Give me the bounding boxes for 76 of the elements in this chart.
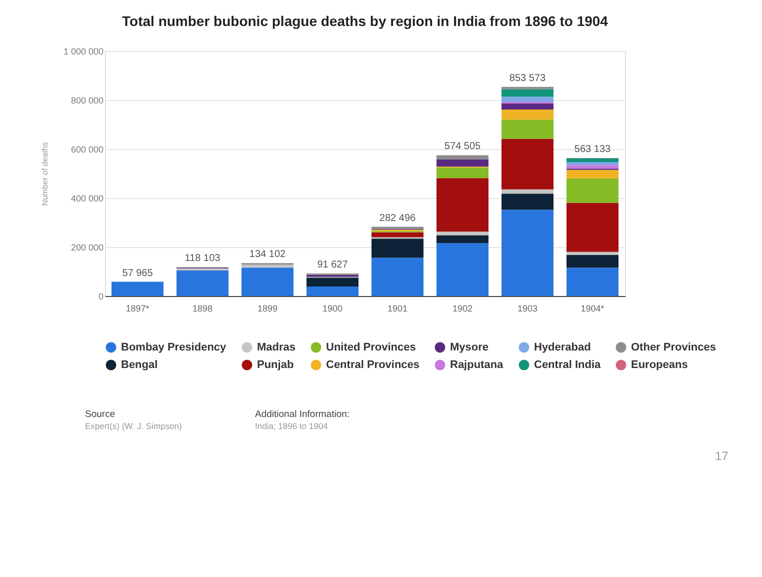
text: 17 — [715, 449, 729, 463]
x-tick-label: 1897* — [126, 304, 150, 314]
text: India; 1896 to 1904 — [255, 421, 328, 431]
bar — [502, 194, 554, 210]
x-tick-label: 1898 — [192, 304, 213, 314]
x-tick-label: 1903 — [517, 304, 538, 314]
bar — [372, 258, 424, 296]
legend-label: Mysore — [450, 341, 489, 354]
legend-label: Central Provinces — [326, 359, 420, 371]
x-tick-label: 1902 — [452, 304, 473, 314]
bar — [436, 235, 488, 244]
bar — [242, 268, 294, 296]
bar — [502, 138, 554, 190]
bar — [306, 286, 358, 296]
total-label: 282 496 — [379, 212, 416, 224]
bar — [502, 89, 554, 97]
bar — [242, 264, 294, 268]
y-tick-label: 200 000 — [70, 242, 104, 252]
bar — [566, 268, 618, 296]
legend-label: Rajputana — [450, 359, 504, 371]
legend-label: Central India — [534, 359, 602, 371]
legend-label: Hyderabad — [534, 341, 591, 354]
x-tick-label: 1904* — [580, 304, 605, 314]
bar — [566, 162, 618, 166]
bar — [436, 155, 488, 160]
text: Additional Information: — [255, 409, 350, 420]
y-tick-label: 400 000 — [70, 194, 104, 204]
bar — [566, 252, 618, 255]
x-tick-label: 1901 — [387, 304, 408, 314]
bar — [436, 178, 488, 232]
bar — [566, 165, 618, 169]
bar — [566, 178, 618, 203]
bar — [112, 282, 164, 296]
legend-label: Europeans — [631, 359, 688, 371]
text: Expert(s) (W. J. Simpson) — [85, 421, 182, 431]
y-tick-label: 0 — [98, 292, 104, 302]
bar — [502, 120, 554, 139]
bar — [502, 96, 554, 102]
bar — [372, 232, 424, 238]
bar — [566, 202, 618, 252]
chart-title: Total number bubonic plague deaths by region in India from 1896 to 1904 — [122, 13, 608, 29]
bar — [436, 232, 488, 236]
total-label: 91 627 — [317, 260, 348, 271]
bar — [436, 168, 488, 178]
y-tick-label: 600 000 — [70, 144, 104, 154]
bar — [566, 170, 618, 178]
legend-label: United Provinces — [326, 341, 416, 354]
legend-label: Punjab — [257, 359, 294, 371]
total-label: 853 573 — [509, 72, 546, 84]
bar — [502, 103, 554, 110]
bar — [176, 270, 228, 296]
legend-label: Bengal — [121, 359, 158, 371]
text: Source — [85, 409, 116, 420]
bar — [502, 210, 554, 296]
bar — [436, 243, 488, 296]
y-tick-label: 1 000 000 — [63, 46, 104, 56]
bar — [502, 189, 554, 194]
total-label: 563 133 — [574, 144, 612, 156]
legend-label: Madras — [257, 341, 296, 354]
bar — [436, 159, 488, 167]
x-tick-label: 1899 — [257, 304, 278, 314]
legend-label: Other Provinces — [631, 341, 716, 354]
bar — [502, 110, 554, 120]
total-label: 134 102 — [249, 249, 286, 260]
legend-label: Bombay Presidency — [121, 341, 228, 354]
bar — [566, 254, 618, 268]
x-tick-label: 1900 — [322, 304, 343, 314]
total-label: 57 965 — [122, 268, 154, 279]
bar — [176, 268, 228, 271]
bar — [306, 278, 358, 286]
y-tick-label: 800 000 — [70, 96, 104, 106]
total-label: 118 103 — [184, 253, 221, 264]
total-label: 574 505 — [444, 141, 482, 152]
bar — [566, 158, 618, 162]
bar — [372, 238, 424, 258]
y-axis-title: Number of deaths — [40, 142, 50, 206]
